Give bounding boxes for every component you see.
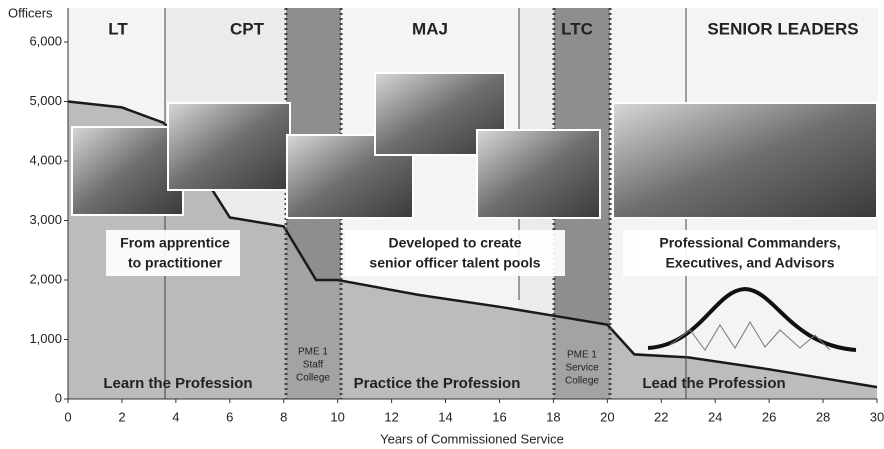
y-tick-label: 4,000 bbox=[29, 152, 62, 167]
x-tick-label: 0 bbox=[64, 409, 71, 424]
caption: From apprentice bbox=[120, 235, 230, 251]
x-tick-label: 2 bbox=[118, 409, 125, 424]
y-tick-label: 2,000 bbox=[29, 271, 62, 286]
x-tick-label: 20 bbox=[600, 409, 614, 424]
caption: Executives, and Advisors bbox=[665, 255, 834, 271]
phase-label: Lead the Profession bbox=[642, 375, 785, 392]
x-tick-label: 26 bbox=[762, 409, 776, 424]
y-tick-label: 0 bbox=[55, 390, 62, 405]
rank-label: LT bbox=[108, 19, 128, 38]
school-label: PME 1 bbox=[298, 347, 328, 358]
x-tick-label: 10 bbox=[330, 409, 344, 424]
x-tick-label: 24 bbox=[708, 409, 722, 424]
phase-label: Learn the Profession bbox=[103, 375, 252, 392]
x-tick-label: 18 bbox=[546, 409, 560, 424]
y-tick-label: 6,000 bbox=[29, 33, 62, 48]
school-label: College bbox=[565, 376, 599, 387]
y-tick-label: 3,000 bbox=[29, 212, 62, 227]
rank-label: CPT bbox=[230, 19, 265, 38]
x-tick-label: 6 bbox=[226, 409, 233, 424]
caption: Developed to create bbox=[388, 235, 521, 251]
school-label: PME 1 bbox=[567, 350, 597, 361]
area bbox=[68, 101, 877, 399]
school-label: Staff bbox=[303, 360, 324, 371]
scribble bbox=[669, 321, 831, 351]
x-tick-label: 22 bbox=[654, 409, 668, 424]
rank-label: MAJ bbox=[412, 19, 448, 38]
x-tick-label: 16 bbox=[492, 409, 506, 424]
x-tick-label: 8 bbox=[280, 409, 287, 424]
caption: Professional Commanders, bbox=[659, 235, 840, 251]
y-tick-label: 1,000 bbox=[29, 331, 62, 346]
x-axis-label: Years of Commissioned Service bbox=[380, 431, 564, 446]
caption: to practitioner bbox=[128, 255, 223, 271]
x-tick-label: 12 bbox=[384, 409, 398, 424]
phase-label: Practice the Profession bbox=[354, 375, 521, 392]
x-tick-label: 14 bbox=[438, 409, 452, 424]
rank-label: SENIOR LEADERS bbox=[707, 19, 858, 38]
y-tick-label: 5,000 bbox=[29, 93, 62, 108]
caption-boxes bbox=[106, 230, 877, 276]
x-tick-label: 28 bbox=[816, 409, 830, 424]
photos bbox=[71, 72, 878, 219]
school-label: Service bbox=[565, 363, 599, 374]
rank-label: LTC bbox=[561, 19, 593, 38]
x-tick-label: 30 bbox=[870, 409, 884, 424]
caption: senior officer talent pools bbox=[369, 255, 540, 271]
bell-curve bbox=[647, 286, 857, 352]
school-label: College bbox=[296, 373, 330, 384]
y-axis-label: Officers bbox=[8, 5, 53, 20]
x-tick-label: 4 bbox=[172, 409, 179, 424]
